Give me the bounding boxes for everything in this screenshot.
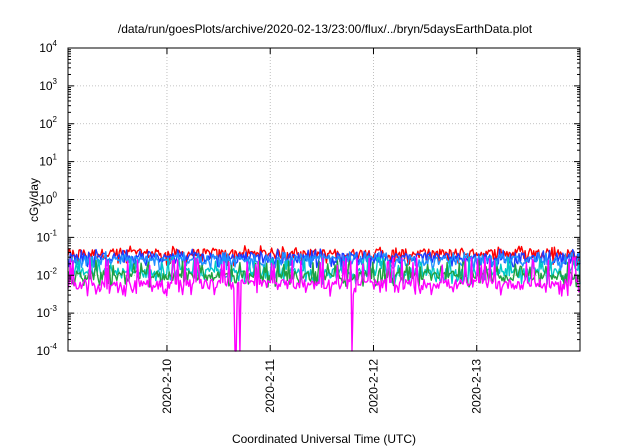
y-tick-label: 101 bbox=[39, 153, 57, 169]
chart-title: /data/run/goesPlots/archive/2020-02-13/2… bbox=[118, 22, 533, 36]
y-tick-label: 10-2 bbox=[37, 266, 58, 282]
y-tick-label: 10-3 bbox=[37, 304, 58, 320]
x-axis: 2020-2-10 2020-2-11 2020-2-12 2020-2-13 bbox=[160, 48, 484, 414]
grid bbox=[68, 48, 580, 351]
x-axis-label: Coordinated Universal Time (UTC) bbox=[232, 432, 416, 446]
y-tick-label: 10-1 bbox=[37, 228, 58, 244]
x-tick-label: 2020-2-11 bbox=[263, 359, 277, 413]
series-line-6 bbox=[67, 256, 581, 352]
y-tick-label: 103 bbox=[39, 77, 57, 93]
x-tick-label: 2020-2-10 bbox=[160, 359, 174, 414]
series-group bbox=[67, 245, 581, 352]
y-axis: 10-4 10-3 10-2 10-1 100 101 102 103 104 bbox=[37, 39, 580, 358]
x-tick-label: 2020-2-13 bbox=[470, 359, 484, 414]
y-tick-label: 104 bbox=[39, 39, 57, 55]
y-tick-label: 102 bbox=[39, 115, 57, 131]
y-axis-label: cGy/day bbox=[27, 178, 41, 222]
y-tick-label: 100 bbox=[39, 191, 57, 207]
series-line-2 bbox=[67, 248, 581, 269]
y-tick-label: 10-4 bbox=[37, 342, 58, 358]
x-tick-label: 2020-2-12 bbox=[366, 359, 380, 414]
